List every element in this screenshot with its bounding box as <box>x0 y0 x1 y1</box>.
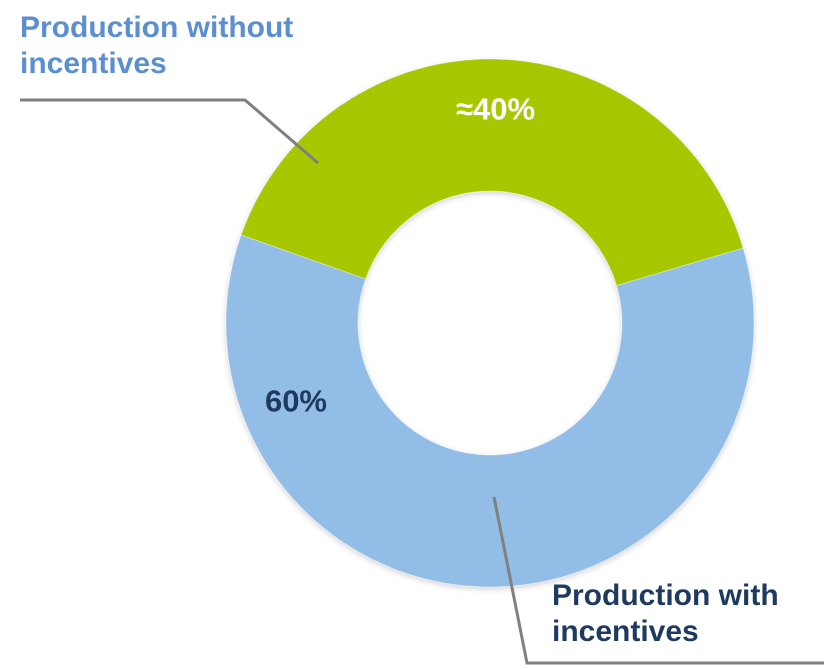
leader-lines <box>20 98 824 665</box>
callout-with-line2: incentives <box>552 615 699 648</box>
callout-without-line2: incentives <box>20 47 167 80</box>
slice-value-label-with-incentives: ≈40% <box>456 91 535 126</box>
donut-slice-without-incentives <box>225 234 755 588</box>
leader-line-with-incentives <box>492 496 824 665</box>
callout-without-incentives: Production without incentives <box>20 10 400 82</box>
callout-with-line1: Production with <box>552 579 779 612</box>
callout-without-line1: Production without <box>20 11 294 44</box>
percentage-labels: 60% ≈40% <box>265 91 535 418</box>
slice-value-label-without-incentives: 60% <box>265 384 327 419</box>
donut-slices <box>225 58 755 588</box>
callout-with-incentives: Production with incentives <box>552 578 838 650</box>
leader-line-without-incentives <box>20 98 319 165</box>
donut-slice-with-incentives <box>240 58 744 287</box>
